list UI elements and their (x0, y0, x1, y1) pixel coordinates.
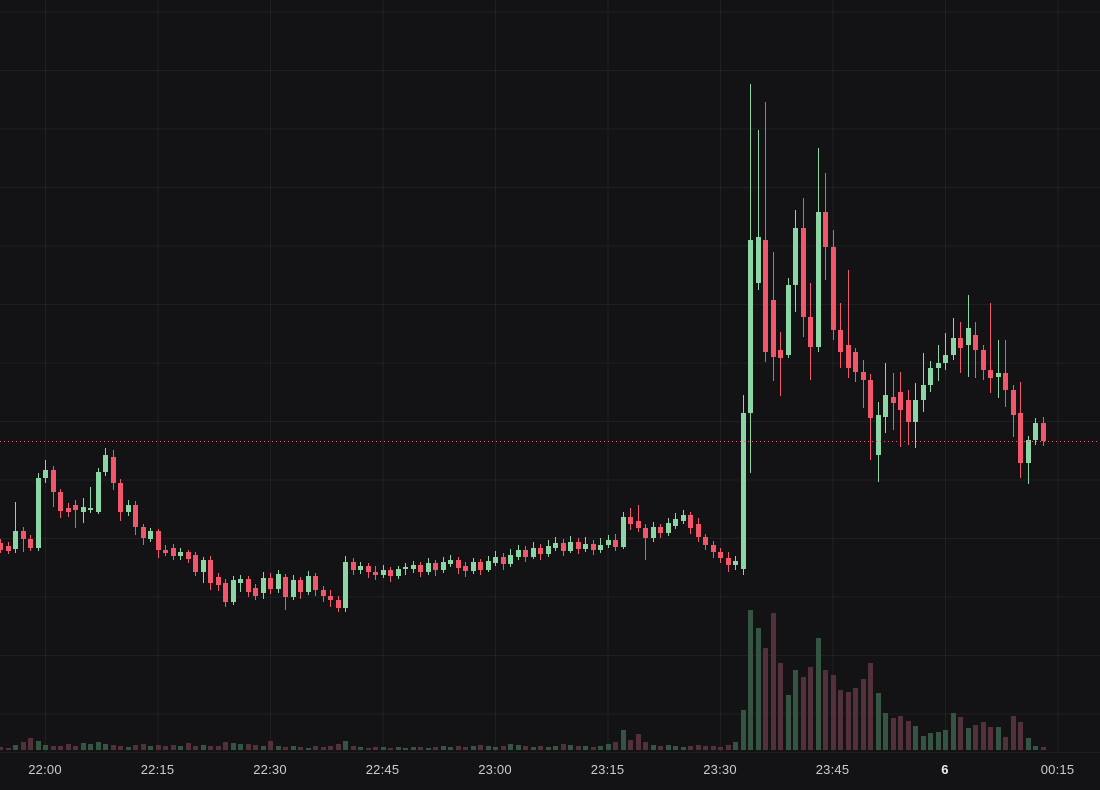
candles-series (0, 84, 1046, 612)
time-label-2245: 22:45 (365, 762, 400, 777)
grid-lines (0, 0, 1100, 752)
time-label-2330: 23:30 (703, 762, 737, 777)
time-label-0015: 00:15 (1040, 762, 1075, 777)
time-label-2300: 23:00 (478, 762, 512, 777)
time-label-2215: 22:15 (140, 762, 175, 777)
volume-series (0, 610, 1046, 750)
time-label-2345: 23:45 (815, 762, 850, 777)
time-axis[interactable]: 22:00 22:15 22:30 22:45 23:00 23:15 23:30 23:45… (0, 752, 1100, 790)
candlestick-chart[interactable] (0, 0, 1100, 752)
chart-pane[interactable] (0, 0, 1100, 752)
time-label-6: 6 (941, 762, 949, 777)
time-label-2230: 22:30 (253, 762, 287, 777)
time-label-2315: 23:15 (590, 762, 625, 777)
time-label-2200: 22:00 (28, 762, 62, 777)
